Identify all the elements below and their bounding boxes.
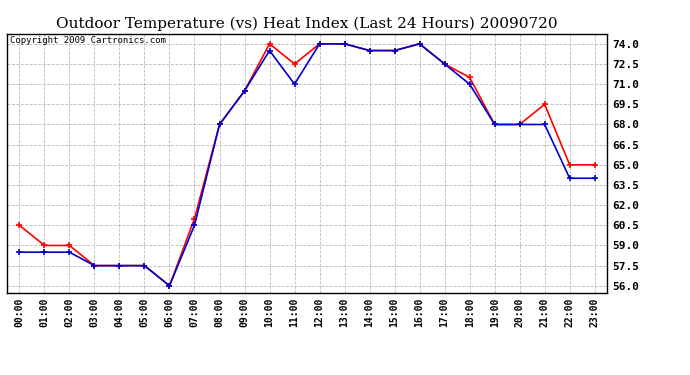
- Text: Copyright 2009 Cartronics.com: Copyright 2009 Cartronics.com: [10, 36, 166, 45]
- Title: Outdoor Temperature (vs) Heat Index (Last 24 Hours) 20090720: Outdoor Temperature (vs) Heat Index (Las…: [57, 17, 558, 31]
